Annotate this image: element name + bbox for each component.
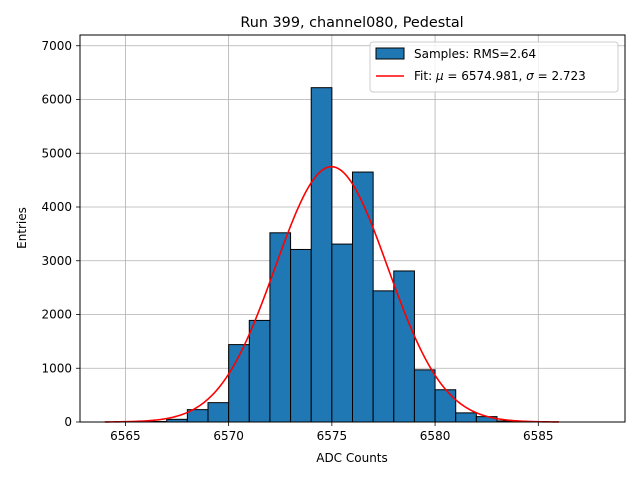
x-axis-ticks: 6565 6570 6575 6580 6585 <box>110 422 554 443</box>
x-tick-label: 6575 <box>317 429 348 443</box>
histogram-bar <box>413 369 436 423</box>
histogram-bar <box>434 389 457 423</box>
legend: Samples: RMS=2.64 Fit: μ = 6574.981, σ =… <box>369 41 619 93</box>
legend-fit-sigma-symbol: σ <box>526 69 534 83</box>
legend-swatch-samples <box>375 47 405 60</box>
legend-fit-sigma-value: = 2.723 <box>534 69 586 83</box>
y-tick-label: 7000 <box>41 39 72 53</box>
legend-fit-mu-value: = 6574.981, <box>444 69 527 83</box>
x-tick-label: 6585 <box>523 429 554 443</box>
y-tick-label: 4000 <box>41 200 72 214</box>
histogram-bars <box>145 87 539 423</box>
y-axis-label: Entries <box>15 207 29 249</box>
x-tick-label: 6580 <box>420 429 451 443</box>
y-tick-label: 3000 <box>41 254 72 268</box>
fit-curve-group <box>104 165 559 423</box>
x-axis-label: ADC Counts <box>316 451 388 465</box>
x-tick-label: 6565 <box>110 429 141 443</box>
fit-curve <box>104 165 559 423</box>
y-tick-label: 5000 <box>41 146 72 160</box>
legend-fit-prefix: Fit: <box>414 69 436 83</box>
y-tick-label: 6000 <box>41 93 72 107</box>
x-tick-label: 6570 <box>213 429 244 443</box>
histogram-bar <box>455 412 477 423</box>
legend-label-fit: Fit: μ = 6574.981, σ = 2.723 <box>414 69 586 83</box>
histogram-bar <box>290 248 312 423</box>
histogram-bar <box>248 319 271 423</box>
y-tick-label: 0 <box>64 415 72 429</box>
legend-box <box>369 41 619 93</box>
histogram-bar <box>352 171 374 423</box>
y-tick-label: 2000 <box>41 308 72 322</box>
histogram-bar <box>310 87 333 423</box>
histogram-bar <box>372 290 395 423</box>
histogram-bar <box>207 402 230 423</box>
chart-title: Run 399, channel080, Pedestal <box>240 15 463 31</box>
y-axis-ticks: 0 1000 2000 3000 4000 5000 6000 7000 <box>41 39 80 429</box>
legend-label-samples: Samples: RMS=2.64 <box>414 47 536 61</box>
histogram-bar <box>331 243 353 423</box>
y-tick-label: 1000 <box>41 361 72 375</box>
legend-fit-mu-symbol: μ <box>435 69 444 83</box>
histogram-bar <box>269 232 292 423</box>
plot-frame <box>79 34 626 423</box>
